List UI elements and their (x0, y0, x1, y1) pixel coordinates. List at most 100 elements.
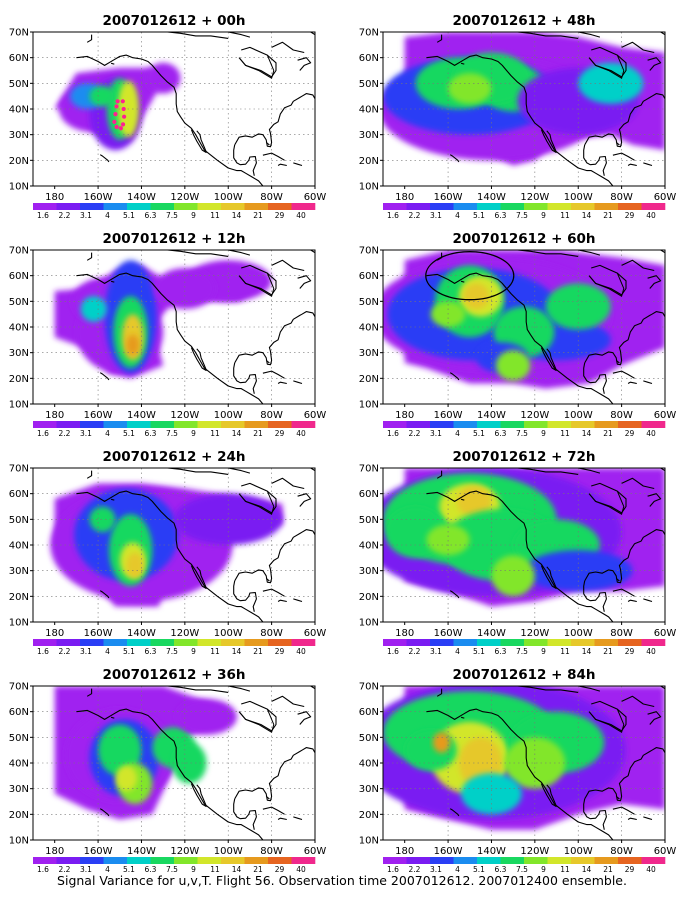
colorbar-label: 4 (105, 429, 110, 438)
coastline (228, 250, 251, 256)
colorbar: 1.6 2.2 3.1 4 5.1 6.3 7.5 9 11 14 21 29 40 (33, 639, 316, 656)
y-tick-label: 70N (9, 246, 29, 257)
colorbar-label: 21 (253, 429, 263, 438)
coastline (426, 272, 614, 404)
colorbar-swatch (406, 857, 431, 864)
variance-contour (461, 773, 522, 815)
hudson-bay-coast (238, 272, 275, 297)
panel-title: 2007012612 + 84h (452, 667, 595, 683)
coastline (546, 130, 558, 153)
x-tick-label: 180 (395, 628, 414, 639)
x-tick-label: 80W (260, 410, 283, 421)
coastline (196, 566, 208, 589)
colorbar-swatch (56, 203, 81, 210)
colorbar-swatch (150, 421, 175, 428)
colorbar-swatch (453, 639, 478, 646)
coastline (110, 716, 115, 719)
x-tick-label: 180 (45, 846, 64, 857)
colorbar-label: 6.3 (145, 429, 157, 438)
colorbar-label: 40 (296, 429, 306, 438)
coastline (460, 498, 465, 501)
y-tick-label: 40N (359, 105, 379, 116)
y-tick-label: 70N (359, 682, 379, 693)
coastline (297, 275, 312, 289)
y-tick-label: 50N (9, 297, 29, 308)
colorbar-label: 9 (191, 429, 196, 438)
coastline (612, 588, 635, 597)
coastline (156, 250, 229, 257)
y-tick-label: 20N (9, 156, 29, 167)
coastline (621, 41, 655, 54)
y-tick-label: 20N (9, 810, 29, 821)
y-tick-label: 40N (359, 541, 379, 552)
coastline (277, 381, 287, 385)
x-tick-label: 180 (45, 192, 64, 203)
colorbar-label: 1.6 (387, 647, 399, 656)
colorbar-swatch (571, 421, 595, 428)
coastline (99, 808, 110, 817)
y-tick-label: 70N (9, 28, 29, 39)
y-tick-label: 40N (9, 759, 29, 770)
colorbar-swatch (453, 857, 478, 864)
colorbar-swatch (33, 639, 57, 646)
coastline (156, 468, 229, 475)
coastline (584, 93, 665, 148)
panel-title: 2007012612 + 24h (102, 449, 245, 465)
colorbar-swatch (291, 203, 316, 210)
coastline (293, 816, 303, 821)
colorbar-swatch (244, 203, 269, 210)
colorbar-swatch (477, 857, 501, 864)
colorbar-label: 14 (582, 211, 592, 220)
colorbar-label: 11 (560, 211, 570, 220)
coastline (615, 795, 620, 800)
colorbar-swatch (477, 203, 501, 210)
x-tick-label: 100W (214, 192, 243, 203)
coastline (262, 370, 285, 379)
y-tick-label: 20N (359, 374, 379, 385)
colorbar-swatch (618, 421, 642, 428)
colorbar-label: 29 (275, 647, 285, 656)
colorbar-label: 6.3 (495, 429, 507, 438)
variance-contour (80, 296, 107, 322)
x-tick-label: 100W (214, 846, 243, 857)
x-tick-label: 140W (127, 410, 156, 421)
colorbar-swatch (547, 639, 572, 646)
colorbar-label: 6.3 (145, 865, 157, 874)
colorbar-label: 9 (191, 647, 196, 656)
coastline (583, 362, 607, 394)
colorbar-label: 2.2 (409, 429, 421, 438)
colorbar-swatch (80, 203, 104, 210)
variance-shading (54, 686, 237, 820)
coastline (233, 580, 257, 612)
colorbar-swatch (406, 639, 431, 646)
y-tick-label: 10N (359, 836, 379, 847)
y-tick-label: 70N (9, 682, 29, 693)
colorbar-swatch (174, 639, 198, 646)
coastline (546, 784, 558, 807)
colorbar-label: 29 (275, 211, 285, 220)
colorbar-label: 29 (625, 211, 635, 220)
coastline (621, 695, 655, 708)
colorbar-label: 29 (625, 429, 635, 438)
variance-contour (115, 765, 138, 792)
coastline (156, 32, 229, 39)
x-tick-label: 180 (45, 410, 64, 421)
colorbar-swatch (221, 639, 245, 646)
colorbar-swatch (383, 203, 407, 210)
colorbar-swatch (56, 421, 81, 428)
coastline (233, 798, 257, 830)
y-tick-label: 40N (9, 323, 29, 334)
colorbar-label: 21 (603, 647, 613, 656)
x-tick-label: 60W (654, 192, 677, 203)
y-tick-label: 60N (359, 707, 379, 718)
colorbar-label: 2.2 (409, 647, 421, 656)
forecast-panel: 2007012612 + 24h 70N 60N 50N 40N 30N 20N 10N 180… (9, 449, 327, 656)
variance-contour (545, 283, 611, 330)
x-tick-label: 100W (564, 410, 593, 421)
colorbar: 1.6 2.2 3.1 4 5.1 6.3 7.5 9 11 14 21 29 40 (383, 203, 666, 220)
colorbar-label: 2.2 (59, 211, 71, 220)
colorbar-label: 11 (210, 647, 220, 656)
variance-contour (171, 742, 207, 784)
colorbar-swatch (174, 857, 198, 864)
x-tick-label: 160W (434, 192, 463, 203)
